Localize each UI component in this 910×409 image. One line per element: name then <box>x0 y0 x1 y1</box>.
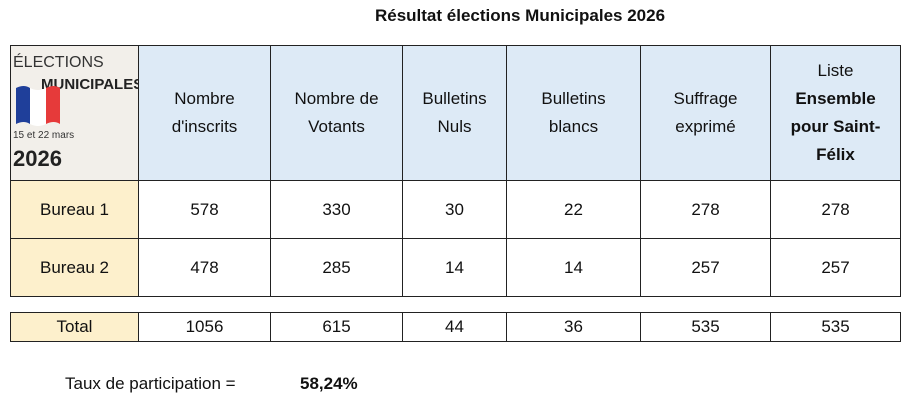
row-label: Bureau 1 <box>10 180 139 239</box>
total-cell: 36 <box>506 312 641 342</box>
logo-dates: 15 et 22 mars <box>13 130 75 141</box>
total-cell: 535 <box>640 312 771 342</box>
logo-year: 2026 <box>13 146 62 171</box>
logo-line2: MUNICIPALES <box>41 76 144 93</box>
table-cell: 257 <box>640 238 771 297</box>
flag <box>16 86 60 126</box>
footer-value: 58,24% <box>300 374 358 393</box>
column-header-emphasis: Ensemble pour Saint-Félix <box>790 89 881 164</box>
total-cell: 44 <box>402 312 507 342</box>
total-cell: 1056 <box>138 312 271 342</box>
table-cell: 578 <box>138 180 271 239</box>
footer-label: Taux de participation = <box>65 374 236 393</box>
table-cell: 330 <box>270 180 403 239</box>
column-header: Suffrage exprimé <box>640 45 771 181</box>
column-header: Nombre de Votants <box>270 45 403 181</box>
total-cell: 535 <box>770 312 901 342</box>
row-label: Bureau 2 <box>10 238 139 297</box>
table-cell: 278 <box>770 180 901 239</box>
table-cell: 278 <box>640 180 771 239</box>
table-cell: 285 <box>270 238 403 297</box>
logo-line1: ÉLECTIONS <box>13 54 104 71</box>
title: Résultat élections Municipales 2026 <box>374 6 666 25</box>
total-cell: 615 <box>270 312 403 342</box>
table-cell: 30 <box>402 180 507 239</box>
table-cell: 478 <box>138 238 271 297</box>
table-cell: 257 <box>770 238 901 297</box>
logo: ÉLECTIONS MUNICIPALES 15 et 22 mars 2026 <box>10 45 143 181</box>
column-header: Liste Ensemble pour Saint-Félix <box>770 45 901 181</box>
total-label: Total <box>10 312 139 342</box>
column-header: Nombre d'inscrits <box>138 45 271 181</box>
column-header-prefix: Liste <box>817 61 854 80</box>
table-cell: 14 <box>402 238 507 297</box>
column-header: Bulletins Nuls <box>402 45 507 181</box>
column-header: Bulletins blancs <box>506 45 641 181</box>
table-cell: 14 <box>506 238 641 297</box>
table-cell: 22 <box>506 180 641 239</box>
